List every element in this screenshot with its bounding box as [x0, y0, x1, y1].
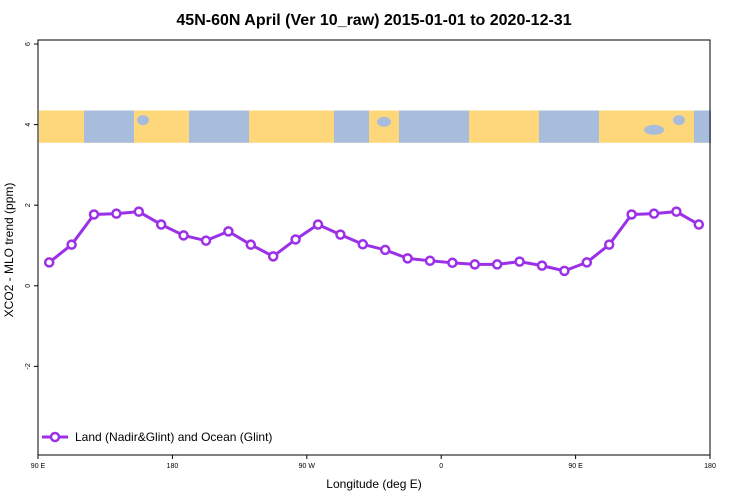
data-point — [66, 239, 77, 250]
data-point — [178, 230, 189, 241]
series-line — [48, 210, 700, 273]
map-ocean-region — [694, 110, 711, 143]
data-point — [43, 257, 55, 268]
x-tick-label: 90 E — [31, 463, 46, 470]
map-land-background — [39, 110, 709, 143]
data-point — [200, 235, 212, 246]
data-point — [581, 257, 593, 268]
data-point — [603, 239, 615, 250]
map-land-detail — [451, 121, 467, 132]
data-point — [223, 226, 234, 237]
y-tick-label: 0 — [25, 284, 32, 288]
data-point — [155, 219, 167, 230]
map-land-detail — [350, 131, 368, 142]
map-land-detail — [644, 124, 664, 135]
data-point — [626, 209, 637, 220]
data-point — [111, 208, 122, 219]
data-point — [290, 234, 301, 245]
x-tick-label: 90 E — [568, 463, 583, 470]
y-axis-label: XCO2 - MLO trend (ppm) — [2, 183, 16, 318]
y-tick-label: 2 — [25, 203, 32, 207]
series-layer — [43, 206, 705, 277]
map-land-detail — [673, 115, 685, 126]
data-point — [693, 219, 705, 230]
x-tick-label: 180 — [167, 463, 179, 470]
chart-title: 45N-60N April (Ver 10_raw) 2015-01-01 to… — [176, 12, 571, 29]
data-point — [88, 209, 100, 220]
data-point — [491, 259, 503, 270]
data-point — [245, 239, 257, 250]
data-point — [536, 260, 548, 271]
map-land-detail — [377, 116, 391, 127]
y-tick-label: -2 — [25, 363, 32, 369]
data-point — [335, 229, 346, 240]
map-ocean-region — [189, 110, 249, 143]
data-point — [357, 239, 369, 250]
y-axis-ticks: -2 0 2 4 6 — [25, 42, 38, 369]
x-tick-label: 0 — [439, 463, 443, 470]
map-land-detail — [137, 115, 149, 126]
data-point — [424, 255, 436, 267]
data-point — [648, 208, 660, 219]
x-tick-label: 180 — [704, 463, 716, 470]
data-point — [402, 253, 413, 264]
y-tick-label: 6 — [25, 42, 32, 46]
world-map-band — [39, 110, 711, 143]
map-land-detail — [99, 123, 119, 134]
x-axis-ticks: 90 E 180 90 W 0 90 E 180 — [31, 455, 716, 470]
x-axis-label: Longitude (deg E) — [326, 477, 421, 491]
plot-frame — [37, 39, 711, 456]
data-point — [133, 206, 145, 217]
map-ocean-region — [539, 110, 599, 143]
data-point — [267, 251, 279, 262]
legend-label: Land (Nadir&Glint) and Ocean (Glint) — [75, 430, 272, 444]
data-point — [514, 256, 525, 267]
data-point — [312, 219, 324, 230]
legend: Land (Nadir&Glint) and Ocean (Glint) — [42, 430, 272, 444]
y-tick-label: 4 — [25, 123, 32, 127]
data-point — [469, 259, 481, 270]
x-tick-label: 90 W — [299, 463, 316, 470]
data-point — [379, 244, 391, 256]
data-point — [559, 265, 570, 277]
data-point — [671, 206, 682, 217]
data-point — [447, 257, 458, 269]
legend-marker-swatch — [49, 431, 61, 443]
